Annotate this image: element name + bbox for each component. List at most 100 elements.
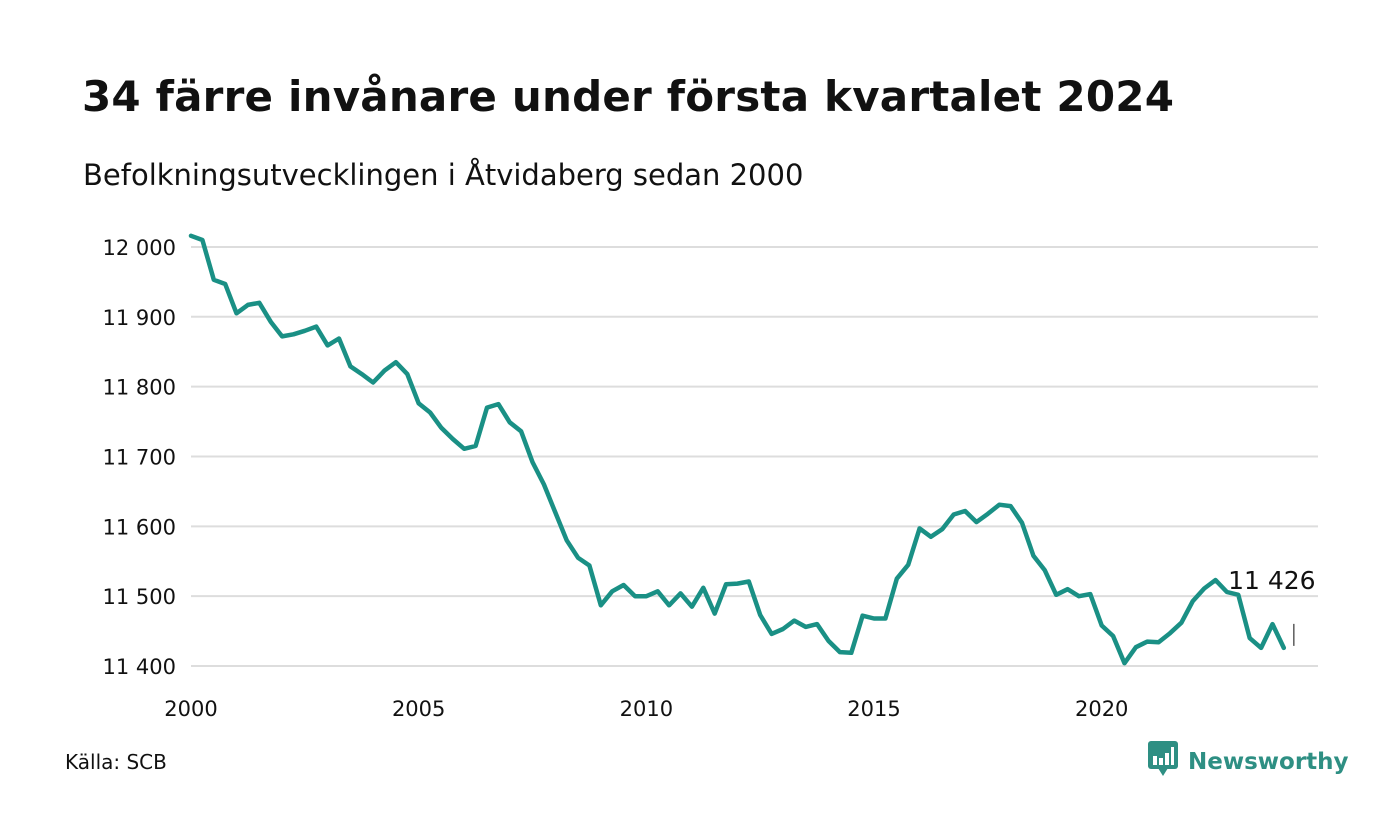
data-point — [428, 411, 432, 415]
brand-name: Newsworthy — [1188, 749, 1349, 775]
data-point — [735, 582, 739, 586]
data-point — [633, 594, 637, 598]
data-point — [895, 577, 899, 581]
data-point — [929, 535, 933, 539]
population-series-line — [188, 233, 1287, 666]
data-point — [849, 651, 853, 655]
data-point — [303, 329, 307, 333]
data-point — [371, 381, 375, 385]
data-point — [1282, 646, 1286, 650]
data-point — [542, 482, 546, 486]
data-point — [280, 334, 284, 338]
data-point — [348, 364, 352, 368]
last-value-annotation: 11 426 — [1228, 566, 1315, 595]
data-point — [1191, 599, 1195, 603]
y-tick-label: 11 500 — [103, 585, 176, 609]
x-tick-label: 2020 — [1075, 697, 1128, 721]
data-point — [827, 639, 831, 643]
data-point — [701, 586, 705, 590]
brand-logo[interactable]: Newsworthy — [1148, 741, 1349, 783]
data-point — [918, 526, 922, 530]
data-point — [439, 426, 443, 430]
data-point — [622, 583, 626, 587]
data-point — [531, 460, 535, 464]
data-point — [1214, 578, 1218, 582]
data-point — [713, 612, 717, 616]
y-tick-label: 11 700 — [103, 445, 176, 469]
data-point — [1271, 622, 1275, 626]
data-point — [952, 513, 956, 517]
x-tick-label: 2010 — [620, 697, 673, 721]
data-point — [292, 332, 296, 336]
chart-title: 34 färre invånare under första kvartalet… — [82, 72, 1175, 121]
data-point — [462, 447, 466, 451]
data-point — [656, 589, 660, 593]
y-tick-label: 11 900 — [103, 306, 176, 330]
data-point — [405, 372, 409, 376]
data-point — [861, 614, 865, 618]
data-point — [1031, 554, 1035, 558]
data-point — [975, 520, 979, 524]
data-point — [724, 582, 728, 586]
data-point — [770, 632, 774, 636]
x-tick-label: 2015 — [847, 697, 900, 721]
data-point — [997, 503, 1001, 507]
data-point — [587, 564, 591, 568]
data-point — [1009, 504, 1013, 508]
data-point — [781, 627, 785, 631]
data-point — [1248, 636, 1252, 640]
data-point — [1168, 631, 1172, 635]
data-point — [679, 591, 683, 595]
data-point — [565, 538, 569, 542]
data-point — [1054, 593, 1058, 597]
data-point — [1259, 646, 1263, 650]
chart-subtitle: Befolkningsutvecklingen i Åtvidaberg sed… — [83, 158, 804, 192]
source-label: Källa: SCB — [65, 750, 167, 774]
data-point — [485, 406, 489, 410]
data-point — [815, 622, 819, 626]
data-point — [906, 563, 910, 567]
data-point — [1134, 645, 1138, 649]
x-tick-label: 2005 — [392, 697, 445, 721]
data-point — [1077, 594, 1081, 598]
data-point — [1043, 568, 1047, 572]
data-point — [872, 617, 876, 621]
data-point — [1179, 621, 1183, 625]
data-point — [508, 420, 512, 424]
bar-chart-speech-bubble-icon — [1148, 741, 1178, 783]
data-point — [1020, 521, 1024, 525]
data-point — [940, 527, 944, 531]
data-point — [326, 343, 330, 347]
data-point — [200, 238, 204, 242]
y-tick-label: 12 000 — [103, 236, 176, 260]
data-point — [189, 234, 193, 238]
data-point — [246, 303, 250, 307]
data-point — [496, 402, 500, 406]
data-point — [690, 605, 694, 609]
data-point — [986, 512, 990, 516]
data-point — [474, 444, 478, 448]
data-point — [1066, 587, 1070, 591]
data-point — [883, 617, 887, 621]
y-tick-label: 11 800 — [103, 376, 176, 400]
data-point — [235, 311, 239, 315]
data-point — [1111, 634, 1115, 638]
data-point — [383, 369, 387, 373]
data-point — [804, 625, 808, 629]
data-point — [792, 619, 796, 623]
data-point — [1123, 661, 1127, 665]
data-point — [269, 320, 273, 324]
data-point — [417, 401, 421, 405]
data-point — [1145, 640, 1149, 644]
data-point — [212, 278, 216, 282]
data-points — [189, 234, 1286, 665]
y-tick-label: 11 400 — [103, 655, 176, 679]
data-point — [1157, 640, 1161, 644]
data-point — [360, 372, 364, 376]
data-point — [963, 509, 967, 513]
data-point — [337, 337, 341, 341]
x-tick-label: 2000 — [164, 697, 217, 721]
data-point — [644, 594, 648, 598]
gridlines — [191, 245, 1318, 668]
